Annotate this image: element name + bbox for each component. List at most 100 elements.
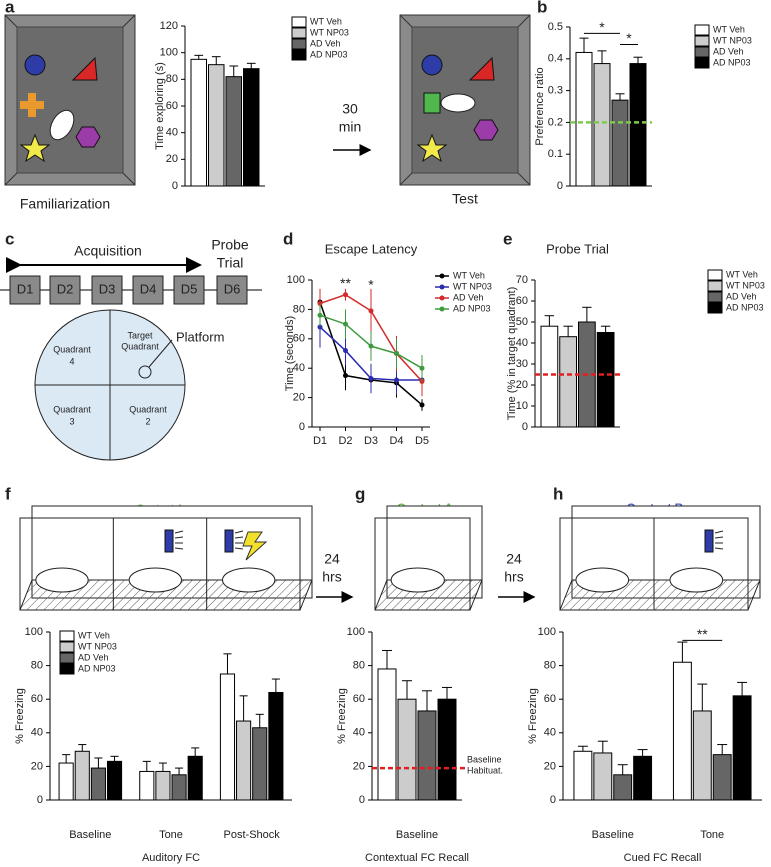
mouse [575, 567, 630, 593]
legend-swatch [439, 306, 445, 312]
y-tick-label: 60 [544, 693, 556, 705]
bar [74, 750, 90, 801]
chamber-front [19, 517, 301, 611]
x-tick-label: Tone [159, 829, 183, 841]
mouse [390, 567, 445, 593]
legend-swatch [291, 27, 307, 39]
bar [236, 720, 252, 801]
y-tick-label: 20 [516, 379, 528, 391]
legend-swatch [439, 284, 445, 290]
bar [417, 710, 437, 801]
y-tick-label: 0.3 [548, 85, 563, 97]
legend-label: WT Veh [78, 630, 110, 640]
day-label: D5 [181, 281, 198, 296]
y-tick-label: 80 [544, 660, 556, 672]
light-ray [174, 547, 184, 550]
y-tick-label: 0 [522, 421, 528, 433]
reference-label: Habituat. [467, 765, 503, 775]
bar [732, 695, 752, 801]
bar [611, 99, 629, 187]
bar [573, 750, 593, 801]
legend-swatch [694, 57, 710, 69]
legend-swatch [694, 35, 710, 47]
legend-label: AD Veh [713, 46, 744, 56]
delay: hrs [322, 569, 341, 585]
bar [225, 76, 242, 187]
y-tick-label: 30 [516, 358, 528, 370]
day-label: D2 [57, 281, 74, 296]
significance: * [626, 30, 632, 46]
mouse [128, 567, 182, 593]
delay: min [339, 119, 362, 135]
y-tick-label: 0 [557, 180, 563, 192]
bar [268, 691, 284, 801]
light-ray [234, 536, 244, 539]
significance: ** [697, 626, 708, 642]
quadrant: 4 [69, 356, 74, 366]
y-tick-label: 0.5 [548, 21, 563, 33]
legend-label: AD Veh [310, 38, 341, 48]
legend-label: WT NP03 [310, 27, 349, 37]
point [419, 365, 425, 371]
bar [243, 68, 260, 187]
y-tick-label: 0.2 [548, 116, 563, 128]
point [343, 292, 348, 298]
y-tick-label: 20 [544, 760, 556, 772]
day-box [9, 275, 41, 305]
legend-label: AD Veh [78, 652, 109, 662]
y-tick-label: 0.4 [548, 53, 563, 65]
legend-label: WT NP03 [726, 280, 765, 290]
bar [155, 770, 171, 801]
bar [219, 673, 236, 801]
panel-letter: e [503, 229, 512, 248]
legend-swatch [707, 302, 723, 314]
y-axis-title: % Freezing [527, 688, 539, 744]
bar [208, 64, 225, 187]
y-tick-label: 60 [516, 295, 528, 307]
bar [397, 698, 417, 801]
bar [187, 755, 203, 801]
bar [106, 760, 123, 801]
delay: 30 [342, 101, 358, 117]
point [419, 402, 425, 408]
point [394, 377, 399, 383]
bar [190, 58, 207, 187]
legend-swatch [439, 295, 445, 301]
quadrant: Target [127, 330, 153, 340]
label: Platform [176, 329, 224, 344]
light-ray [234, 530, 244, 534]
x-tick-label: Post-Shock [224, 829, 281, 841]
y-tick-label: 100 [160, 47, 178, 59]
bar [58, 762, 74, 801]
x-axis-title: Cued FC Recall [624, 852, 702, 864]
y-tick-label: 40 [353, 727, 365, 739]
x-tick-label: Baseline [592, 829, 634, 841]
legend-label: WT Veh [713, 24, 745, 34]
mouse [669, 567, 724, 593]
y-tick-label: 60 [353, 693, 365, 705]
y-tick-label: 0 [550, 794, 556, 806]
bar [712, 754, 732, 801]
delay: 24 [506, 551, 522, 567]
bar [171, 774, 187, 801]
bar [437, 698, 457, 801]
y-tick-label: 0 [37, 794, 43, 806]
y-tick-label: 0 [299, 421, 305, 433]
panel-letter: f [5, 484, 11, 503]
light-ray [174, 536, 184, 539]
significance: * [368, 277, 374, 293]
day-label: D6 [224, 281, 241, 296]
bar [593, 752, 613, 801]
bar [593, 63, 611, 187]
y-tick-label: 20 [353, 760, 365, 772]
y-tick-label: 20 [166, 153, 178, 165]
y-tick-label: 80 [166, 73, 178, 85]
legend-label: AD NP03 [726, 302, 764, 312]
day-box [49, 275, 81, 305]
y-tick-label: 40 [544, 727, 556, 739]
legend-label: AD NP03 [78, 663, 116, 673]
light-ray [234, 547, 244, 550]
y-tick-label: 40 [166, 127, 178, 139]
point [368, 308, 374, 314]
legend-label: AD NP03 [453, 303, 491, 313]
